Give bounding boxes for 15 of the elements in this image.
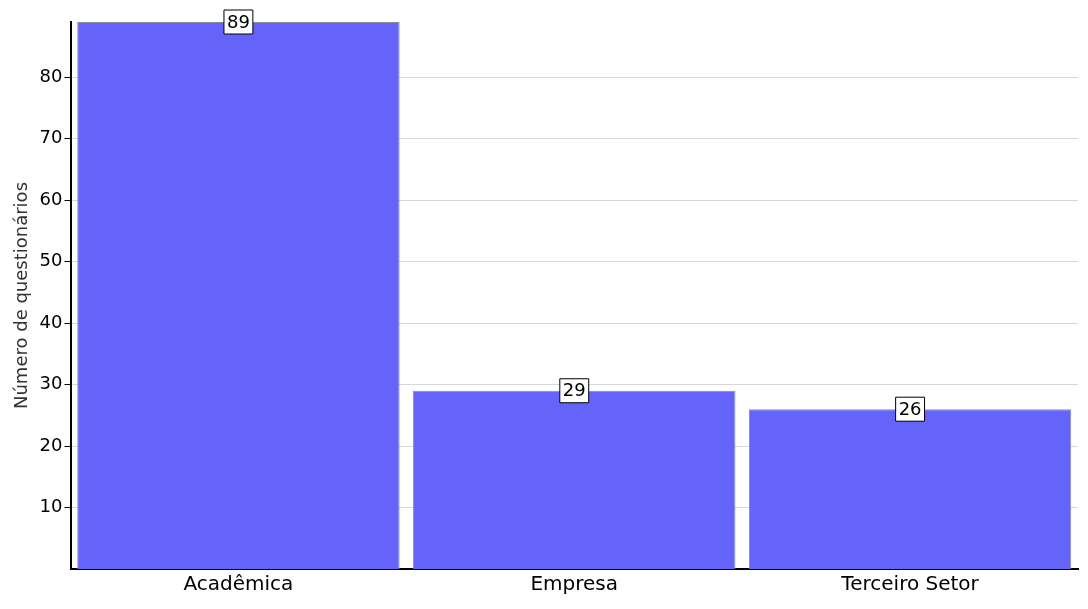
x-tick-label: Empresa (530, 571, 619, 596)
data-label: 29 (562, 379, 586, 401)
y-tick-label: 60 (39, 187, 63, 209)
y-tick-label: 30 (39, 372, 63, 394)
x-tick-label: Terceiro Setor (840, 571, 980, 596)
x-tick-label: Acadêmica (183, 571, 294, 596)
y-tick-label: 20 (39, 433, 63, 455)
data-label: 26 (898, 397, 922, 419)
data-label: 89 (226, 10, 250, 32)
y-axis-title: Número de questionários (10, 181, 32, 410)
y-tick-label: 10 (39, 495, 63, 517)
y-tick-label: 80 (39, 64, 63, 86)
y-tick-label: 40 (39, 310, 63, 332)
y-tick-label: 50 (39, 249, 63, 271)
y-tick-label: 70 (39, 126, 63, 148)
